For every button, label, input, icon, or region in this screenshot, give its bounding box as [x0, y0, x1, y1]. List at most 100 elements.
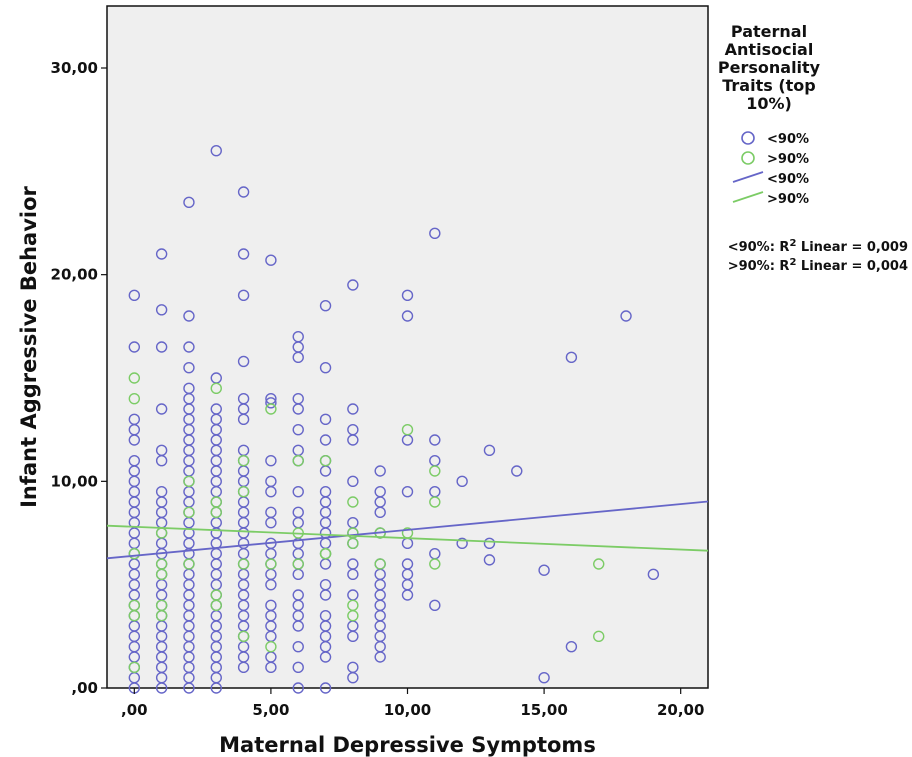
- data-point-below-90: [265, 485, 277, 498]
- data-point-below-90: [374, 465, 386, 477]
- x-tick-label: ,00: [121, 701, 148, 719]
- data-point-above-90: [265, 558, 277, 570]
- data-point-below-90: [265, 254, 277, 266]
- data-point-below-90: [292, 485, 304, 498]
- data-point-below-90: [538, 671, 550, 684]
- data-point-below-90: [347, 568, 359, 581]
- legend-label: <90%: [767, 172, 809, 187]
- data-point-below-90: [483, 444, 496, 457]
- fit-statistics: <90%: R2 Linear = 0,009 >90%: R2 Linear =…: [728, 238, 908, 274]
- legend-title-line: Traits (top: [722, 76, 815, 95]
- data-point-below-90: [647, 568, 660, 581]
- data-point-above-90: [401, 423, 414, 436]
- data-point-above-90: [429, 465, 441, 477]
- legend-marker-below-90: [741, 131, 755, 145]
- data-point-below-90: [483, 554, 496, 566]
- y-tick-label: 20,00: [51, 266, 98, 284]
- data-point-below-90: [620, 310, 632, 322]
- data-point-below-90: [183, 196, 195, 209]
- data-point-below-90: [429, 434, 441, 446]
- data-point-above-90: [374, 558, 386, 570]
- legend-title-line: Paternal: [731, 22, 807, 41]
- legend-title-line: Antisocial: [725, 40, 814, 59]
- data-point-below-90: [292, 661, 304, 674]
- data-point-above-90: [128, 609, 141, 622]
- data-point-above-90: [347, 537, 359, 550]
- data-point-below-90: [483, 537, 496, 550]
- data-point-below-90: [183, 341, 195, 353]
- data-point-below-90: [155, 304, 168, 316]
- data-point-above-90: [183, 558, 195, 570]
- data-point-below-90: [155, 341, 168, 353]
- data-point-below-90: [210, 682, 222, 694]
- x-tick-label: 5,00: [252, 701, 289, 719]
- data-point-below-90: [128, 434, 141, 446]
- data-point-above-90: [210, 382, 222, 395]
- data-point-below-90: [292, 423, 304, 436]
- data-point-above-90: [265, 640, 277, 653]
- data-point-below-90: [292, 351, 304, 364]
- data-point-below-90: [319, 361, 332, 374]
- data-point-below-90: [429, 227, 441, 240]
- data-point-below-90: [374, 506, 386, 519]
- data-point-above-90: [319, 454, 332, 467]
- data-point-below-90: [265, 397, 277, 409]
- data-point-below-90: [347, 630, 359, 643]
- data-point-below-90: [565, 351, 578, 364]
- data-point-above-90: [292, 454, 304, 467]
- data-point-below-90: [183, 310, 195, 322]
- legend-label: >90%: [767, 192, 809, 207]
- legend-marker-above-90: [741, 151, 755, 165]
- data-point-below-90: [128, 289, 141, 302]
- data-point-above-90: [429, 496, 441, 508]
- data-point-below-90: [347, 279, 359, 291]
- data-point-below-90: [401, 310, 414, 322]
- data-point-above-90: [593, 630, 605, 643]
- data-point-above-90: [429, 558, 441, 570]
- fit-statistic-label: <90%: R2 Linear = 0,009: [728, 238, 908, 255]
- data-point-above-90: [593, 558, 605, 570]
- x-tick-label: 10,00: [384, 701, 431, 719]
- data-point-below-90: [319, 682, 332, 694]
- data-point-below-90: [265, 516, 277, 529]
- data-point-above-90: [155, 609, 168, 622]
- y-tick-label: 30,00: [51, 59, 98, 77]
- fit-line-below-90: [106, 500, 709, 560]
- data-point-below-90: [456, 537, 468, 550]
- points-layer: [128, 144, 660, 694]
- data-point-below-90: [128, 341, 141, 353]
- data-point-above-90: [347, 496, 359, 508]
- data-point-below-90: [237, 186, 250, 198]
- legend-line-above-90: [732, 191, 764, 203]
- data-point-below-90: [347, 434, 359, 446]
- data-point-below-90: [401, 289, 414, 302]
- data-point-above-90: [183, 475, 195, 488]
- data-point-above-90: [210, 599, 222, 612]
- data-point-below-90: [319, 651, 332, 663]
- data-point-above-90: [210, 506, 222, 519]
- legend-title-line: Personality: [718, 58, 821, 77]
- data-point-below-90: [155, 682, 168, 694]
- data-point-below-90: [155, 454, 168, 467]
- data-point-below-90: [210, 144, 222, 157]
- fit-line-above-90: [106, 524, 709, 552]
- data-point-below-90: [292, 620, 304, 632]
- data-point-below-90: [319, 413, 332, 426]
- x-tick-label: 15,00: [520, 701, 567, 719]
- data-point-above-90: [237, 630, 250, 643]
- legend-line-below-90: [732, 171, 764, 183]
- data-point-below-90: [429, 599, 441, 612]
- data-point-above-90: [237, 485, 250, 498]
- data-point-below-90: [565, 640, 578, 653]
- data-point-below-90: [401, 589, 414, 601]
- data-point-above-90: [347, 599, 359, 612]
- data-point-above-90: [183, 506, 195, 519]
- legend-label: >90%: [767, 152, 809, 167]
- y-axis-title: Infant Aggressive Behavior: [17, 185, 41, 507]
- data-point-below-90: [347, 671, 359, 684]
- data-point-below-90: [319, 589, 332, 601]
- data-point-below-90: [183, 682, 195, 694]
- data-point-above-90: [128, 372, 141, 384]
- data-point-below-90: [347, 475, 359, 488]
